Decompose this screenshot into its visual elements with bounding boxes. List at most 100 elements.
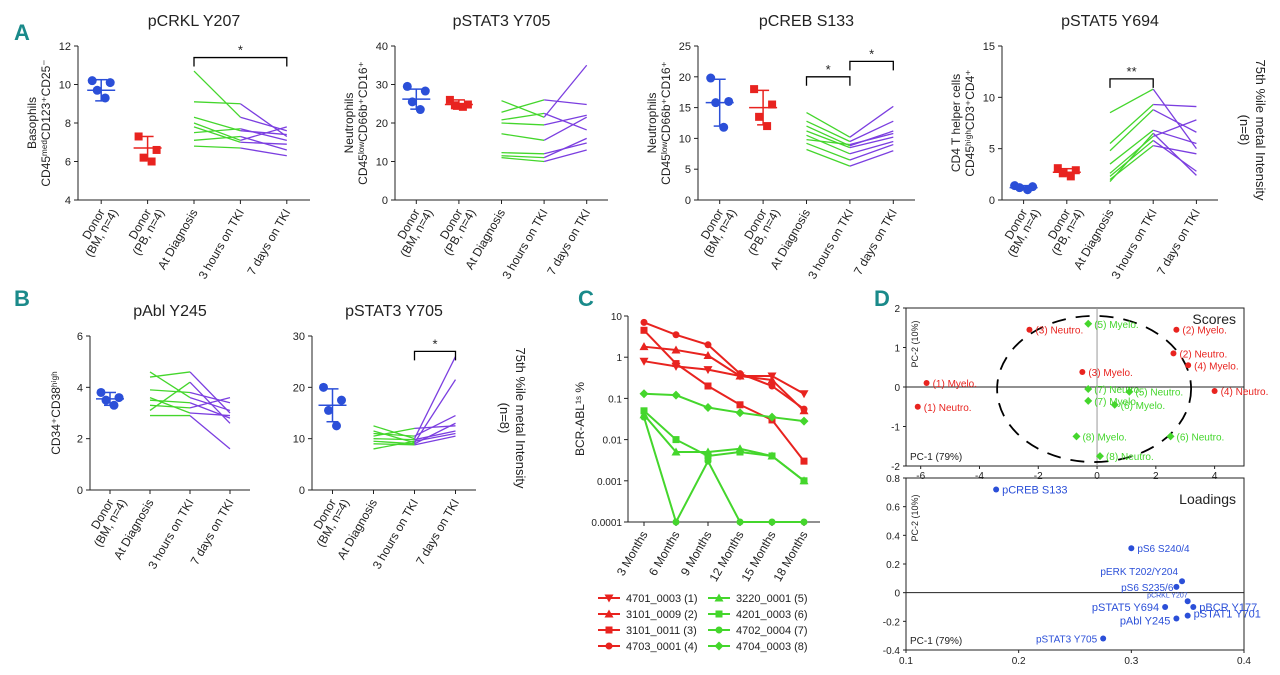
c-series-4-marker: [704, 341, 712, 349]
b2-patient-7-segment-green: [373, 443, 415, 446]
b2-patient-8-segment-purple: [414, 432, 456, 442]
b1-y-tick-label: 4: [77, 382, 83, 394]
a3-patient-7-segment-purple: [849, 143, 894, 161]
a3-patient-8-segment-green: [806, 148, 851, 167]
a2-red-group-point: [463, 100, 472, 109]
d-loading-point-label: pS6 S240/4: [1137, 544, 1190, 555]
a1-blue-group-point: [100, 93, 110, 103]
b1-patient-3-segment-green: [149, 389, 191, 394]
b2-patient-5-segment-purple: [414, 430, 456, 441]
d-score-point-label: (5) Neutro.: [1135, 388, 1183, 399]
c-series-8-marker: [767, 412, 777, 422]
b1-ylabel-main: CD34⁺CD38ʰⁱᵍʰ: [49, 371, 63, 455]
a4-red-group-point: [1071, 166, 1080, 175]
a1-ylabel-main: Basophils: [25, 97, 39, 149]
a2-patient-5-segment-purple: [543, 116, 588, 141]
a3-patient-8-segment-purple: [849, 150, 894, 167]
d-loading-point: [1173, 583, 1180, 590]
d-scores-y-axis-label: PC-2 (10%): [910, 320, 920, 367]
d-score-point-label: (1) Myelo.: [933, 379, 977, 390]
d-loadings-y-tick-label: 0.4: [886, 531, 900, 542]
c-series-2-marker: [767, 375, 777, 384]
d-score-point: [1084, 384, 1093, 393]
a2-patient-7-segment-green: [501, 155, 545, 159]
c-series-4-marker: [768, 382, 776, 390]
a2-patient-3-segment-green: [501, 112, 545, 121]
a4-ylabel-sub: CD45ʰⁱᵍʰCD3⁺CD4⁺: [963, 69, 977, 176]
c-series-7-marker: [672, 518, 680, 526]
c-series-5-marker: [671, 447, 681, 456]
b2-patient-3-segment-green: [373, 432, 415, 437]
d-loading-point: [1184, 612, 1191, 619]
c-series-2-marker: [639, 342, 649, 351]
d-loading-point: [1190, 604, 1197, 610]
a1-y-tick-label: 12: [59, 41, 71, 53]
d-scores-x-tick-label: -4: [975, 471, 984, 482]
d-score-point: [1173, 326, 1180, 333]
b1-patient-7-segment-purple: [189, 415, 231, 450]
a3-y-tick-label: 0: [685, 195, 691, 207]
a1-patient-1-segment-green: [193, 70, 241, 118]
d-loading-point-label: pSTAT1 Y701: [1194, 609, 1261, 621]
a2-red-group-point: [458, 102, 467, 111]
a4-patient-7-segment-purple: [1153, 144, 1197, 155]
a3-patient-2-segment-purple: [849, 120, 894, 143]
a4-y-tick-label: 0: [989, 195, 995, 207]
c-legend-3-marker: [605, 626, 613, 634]
d-score-point: [1170, 350, 1177, 357]
d-score-point-label: (2) Myelo.: [1182, 326, 1226, 337]
d-scores-y-tick-label: 2: [894, 304, 900, 315]
c-series-8-marker: [799, 416, 809, 426]
a3-patient-4-segment-green: [806, 130, 851, 149]
b2-title: pSTAT3 Y705: [345, 303, 443, 320]
a1-blue-group-point: [92, 85, 102, 95]
a1-patient-2-segment-purple: [240, 103, 288, 138]
b2-significance-bracket: [413, 350, 457, 361]
panel-letter-d: D: [874, 286, 890, 311]
a3-patient-6-segment-purple: [849, 132, 894, 146]
a1-y-tick-label: 6: [65, 157, 71, 169]
b1-patient-6-segment-purple: [189, 381, 231, 424]
c-y-tick-label: 10: [611, 312, 623, 323]
b2-y-tick-label: 20: [293, 382, 305, 394]
a1-patient-6-segment-green: [193, 128, 241, 134]
panel-letter-a: A: [14, 20, 30, 45]
a3-y-tick-label: 10: [679, 133, 691, 145]
c-ylabel: BCR-ABL¹ˢ %: [573, 382, 587, 456]
c-legend-8-label: 4704_0003 (8): [736, 641, 808, 653]
a1-title: pCRKL Y207: [148, 13, 241, 30]
a2-y-tick-label: 0: [382, 195, 388, 207]
a4-patient-4-segment-purple: [1153, 129, 1197, 145]
a3-ylabel-main: Neutrophils: [645, 93, 659, 154]
c-series-2-marker: [671, 345, 681, 354]
d-loading-point: [1184, 598, 1191, 605]
a4-patient-6-segment-purple: [1152, 139, 1197, 172]
d-loading-point: [993, 486, 1000, 493]
b1-patient-6-segment-green: [149, 381, 191, 411]
a1-y-tick-label: 4: [65, 195, 71, 207]
a3-title: pCREB S133: [759, 13, 854, 30]
a3-red-group-point: [755, 112, 764, 121]
d-score-point: [1072, 432, 1081, 441]
a3-blue-group-point: [706, 73, 716, 83]
c-series-6-marker: [672, 436, 680, 444]
a3-x-tick-label: 7 days on TKI: [851, 207, 900, 278]
a3-y-tick-label: 5: [685, 164, 691, 176]
c-series-6-marker: [736, 448, 744, 456]
d-score-point: [1211, 387, 1218, 394]
a4-patient-8-segment-purple: [1152, 132, 1197, 176]
d-scores-x-tick-label: -6: [916, 471, 925, 482]
c-y-tick-label: 0.1: [608, 394, 622, 405]
d-loading-point-label: pBCR Y177: [1199, 602, 1257, 614]
a1-patient-6-segment-purple: [240, 128, 287, 141]
b1-patient-3-segment-purple: [189, 391, 231, 404]
b2-patient-3-segment-purple: [414, 414, 456, 437]
a2-red-group-point: [445, 95, 454, 104]
d-loading-point-label: pCREB S133: [1002, 484, 1067, 496]
d-score-point-label: (1) Neutro.: [924, 403, 972, 414]
c-series-8-marker: [639, 389, 649, 399]
a2-patient-1-segment-purple: [543, 64, 588, 118]
b2-patient-7-segment-purple: [414, 435, 456, 446]
a2-title: pSTAT3 Y705: [453, 13, 551, 30]
d-score-point-label: (2) Neutro.: [1179, 349, 1227, 360]
